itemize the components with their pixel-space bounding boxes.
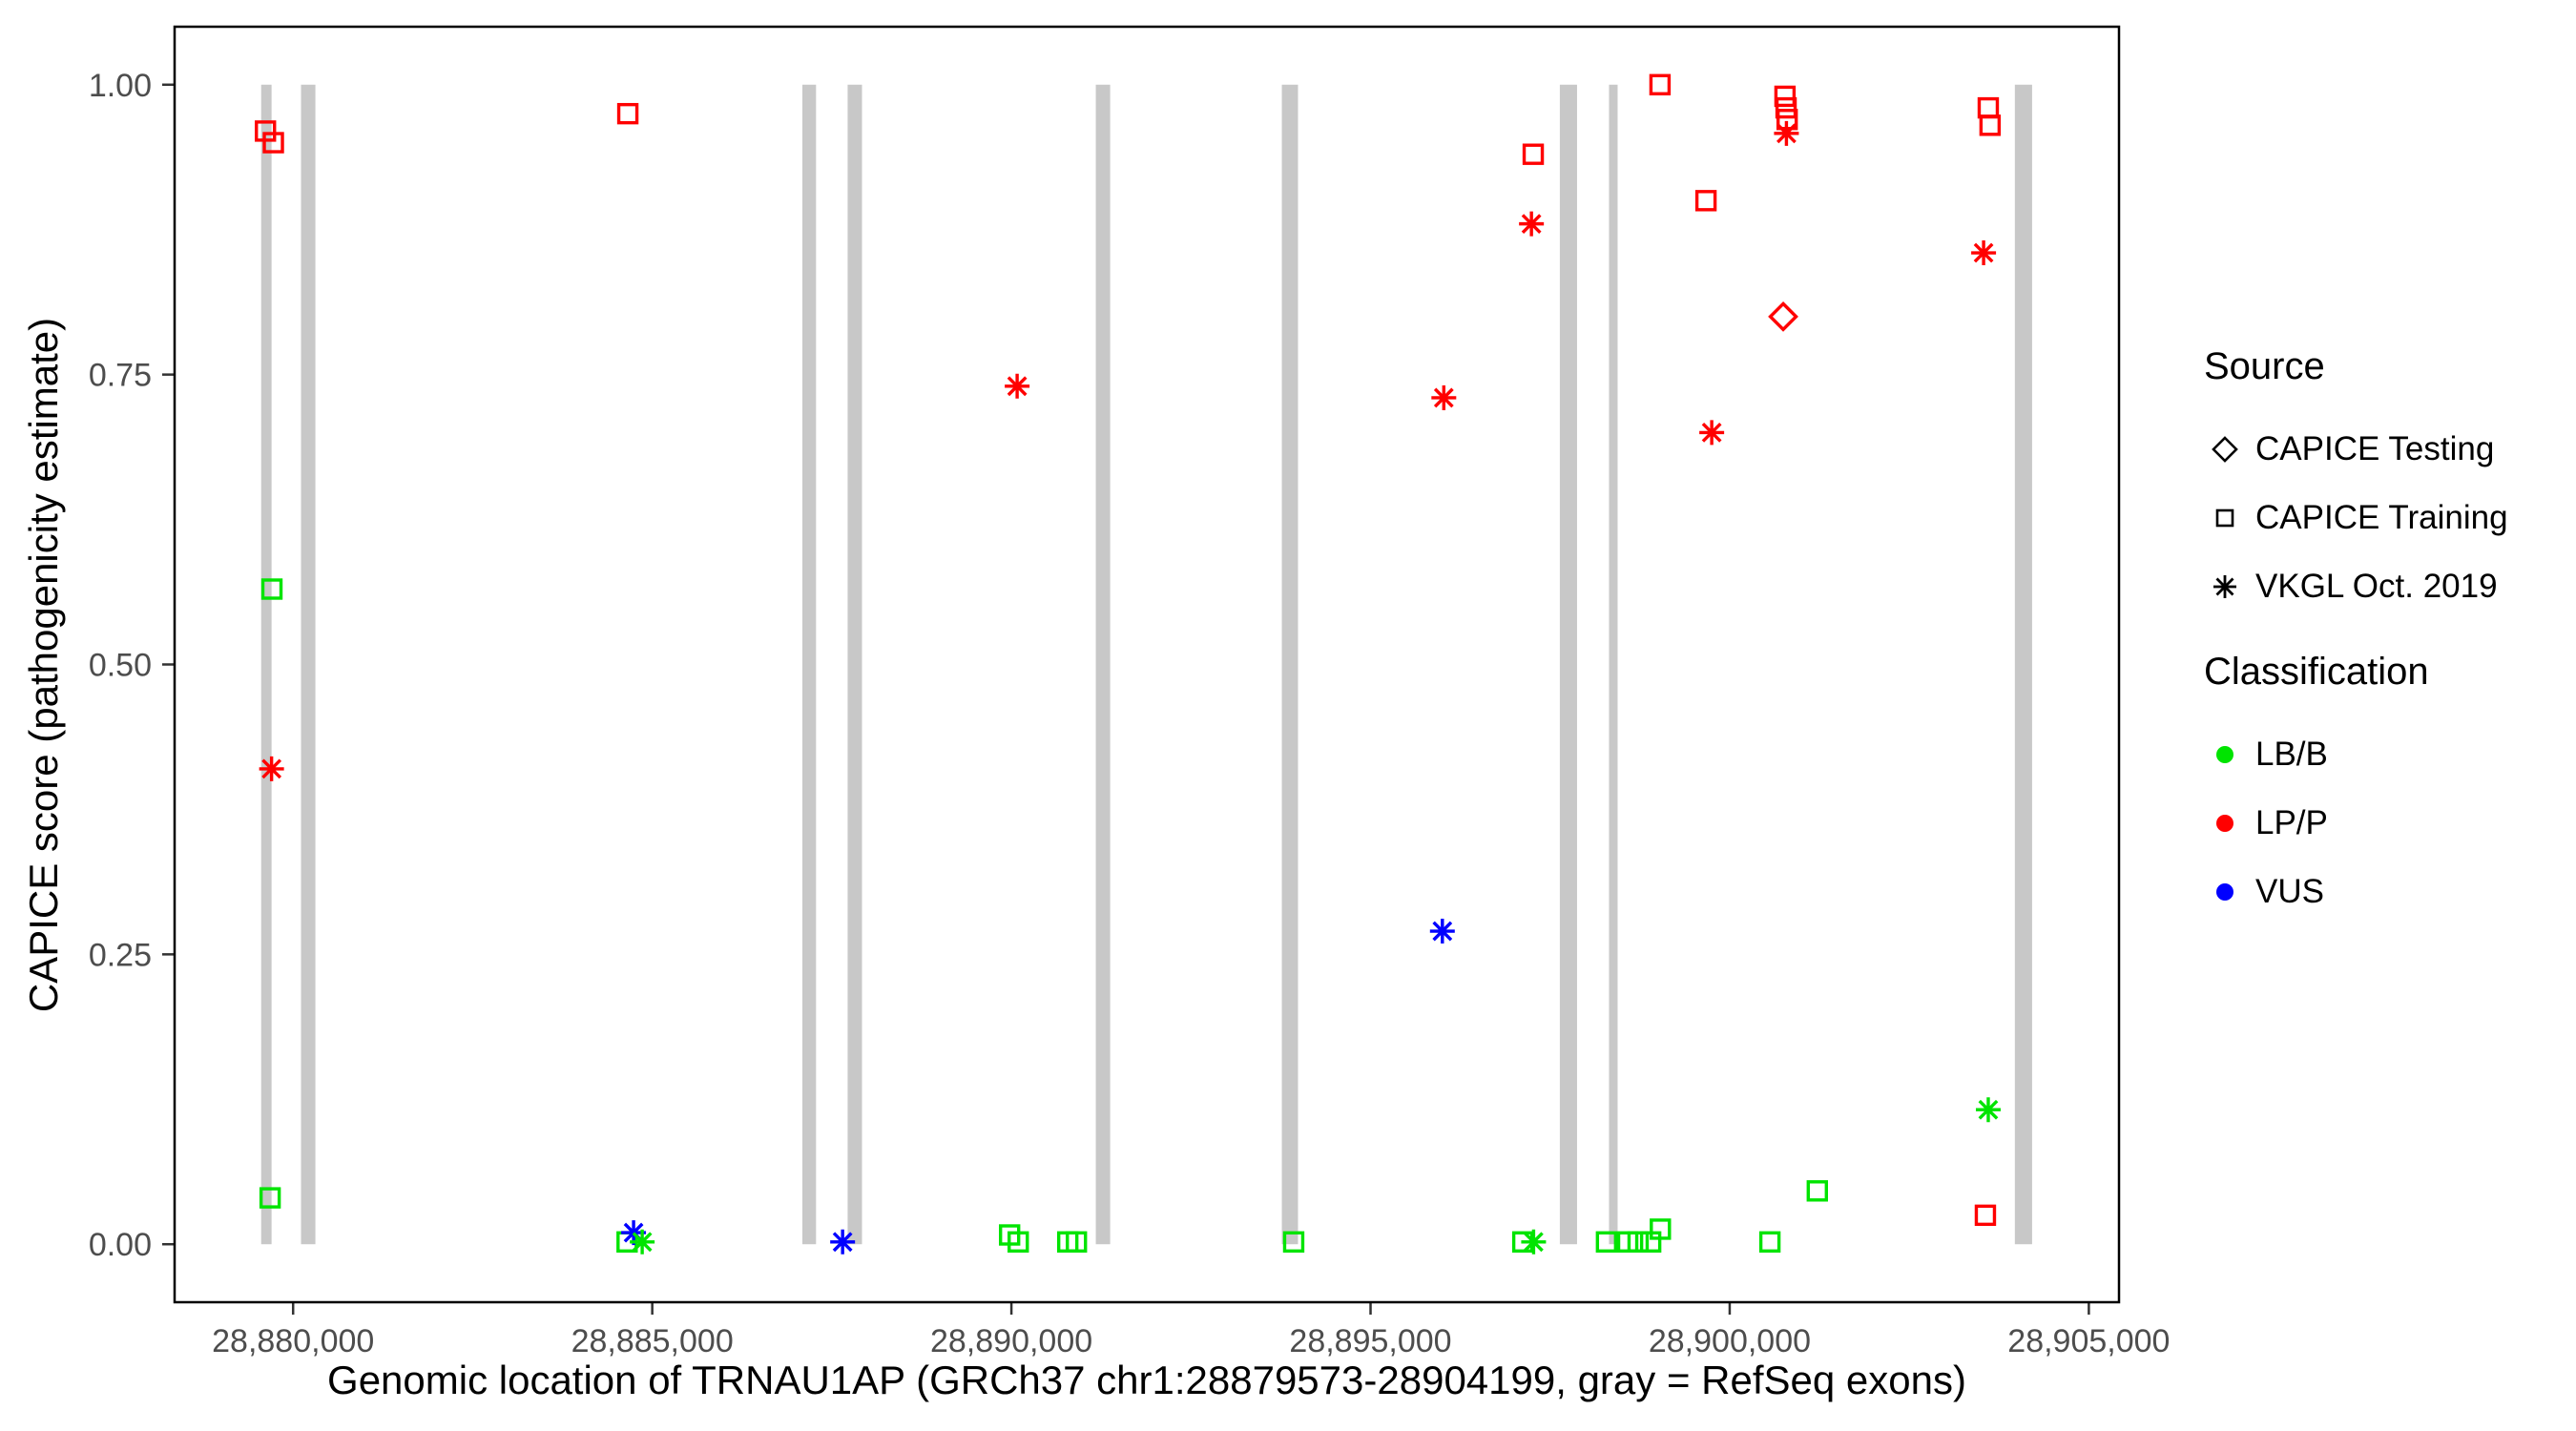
source-legend-title: Source (2204, 345, 2325, 387)
data-point-asterisk (1431, 384, 1457, 410)
legend-item-capice-training: CAPICE Training (2204, 484, 2566, 552)
y-axis-title: CAPICE score (pathogenicity estimate) (21, 317, 66, 1013)
data-point-asterisk (830, 1229, 856, 1255)
exon-bar (847, 84, 862, 1245)
x-tick-label: 28,890,000 (930, 1323, 1092, 1359)
source-legend: Source CAPICE Testing CAPICE Training (2204, 343, 2566, 621)
y-tick-label: 0.50 (89, 648, 152, 684)
legend-label: LP/P (2255, 804, 2328, 841)
data-point-square (1008, 1231, 1029, 1253)
data-point-asterisk (1699, 420, 1725, 446)
exon-bar (1609, 84, 1618, 1245)
data-point-square (1974, 1204, 1997, 1227)
exon-bar (1559, 84, 1577, 1245)
legend-label: CAPICE Training (2255, 499, 2508, 536)
data-point-asterisk (1429, 919, 1455, 944)
data-point-asterisk (1774, 120, 1799, 146)
legend-item-vus: VUS (2204, 858, 2566, 926)
data-point-square (1649, 73, 1672, 95)
x-tick-label: 28,895,000 (1289, 1323, 1451, 1359)
data-point-asterisk (1521, 1229, 1547, 1255)
exon-bar (301, 84, 316, 1245)
data-point-square (616, 102, 639, 125)
exon-bar (2014, 84, 2032, 1245)
y-tick-label: 0.00 (89, 1227, 152, 1263)
exon-bar (802, 84, 817, 1245)
data-point-square (1282, 1231, 1305, 1253)
x-tick-label: 28,900,000 (1649, 1323, 1811, 1359)
x-tick-label: 28,905,000 (2007, 1323, 2170, 1359)
legend-item-vkgl: VKGL Oct. 2019 (2204, 552, 2566, 621)
blue-dot-icon (2216, 883, 2233, 901)
data-point-square (260, 578, 283, 600)
data-point-square (1595, 1231, 1618, 1253)
legend-label: CAPICE Testing (2255, 430, 2495, 467)
classification-legend-title: Classification (2204, 651, 2429, 693)
data-point-square (1627, 1231, 1650, 1253)
data-point-square (1774, 85, 1797, 108)
x-axis-title: Genomic location of TRNAU1AP (GRCh37 chr… (327, 1358, 1966, 1402)
legend-item-capice-testing: CAPICE Testing (2204, 415, 2566, 484)
diamond-icon (2212, 436, 2238, 463)
data-point-square (1979, 114, 2002, 136)
data-point-asterisk (1971, 240, 1997, 266)
exon-bar (1281, 84, 1298, 1245)
red-dot-icon (2216, 815, 2233, 832)
y-tick-label: 0.25 (89, 937, 152, 973)
asterisk-icon (2213, 575, 2236, 598)
data-point-square (1522, 143, 1545, 165)
data-point-asterisk (1975, 1097, 2001, 1123)
data-point-square (1806, 1180, 1828, 1202)
legend-label: VKGL Oct. 2019 (2255, 568, 2498, 605)
data-point-square (1066, 1231, 1088, 1253)
data-point-square (1758, 1231, 1781, 1253)
data-point-square (259, 1187, 281, 1209)
data-point-square (1775, 96, 1797, 119)
data-point-square (262, 132, 284, 154)
legend-item-lbb: LB/B (2204, 720, 2566, 789)
data-point-diamond (1768, 301, 1798, 332)
x-tick-label: 28,880,000 (212, 1323, 374, 1359)
classification-legend: Classification LB/B LP/P (2204, 649, 2566, 926)
green-dot-icon (2216, 746, 2233, 763)
data-point-asterisk (621, 1220, 647, 1246)
data-point-asterisk (259, 756, 284, 781)
y-tick-label: 1.00 (89, 68, 152, 104)
data-point-square (1977, 96, 2000, 119)
data-point-square (1694, 190, 1717, 212)
data-point-asterisk (1519, 211, 1545, 237)
square-icon (2215, 508, 2234, 528)
legend-label: VUS (2255, 873, 2324, 910)
legend-item-lpp: LP/P (2204, 789, 2566, 858)
panel-border (173, 25, 2121, 1304)
exon-bar (260, 84, 272, 1245)
legend: Source CAPICE Testing CAPICE Training (2204, 343, 2566, 926)
data-point-asterisk (630, 1229, 655, 1255)
legend-label: LB/B (2255, 736, 2328, 773)
x-tick-label: 28,885,000 (571, 1323, 734, 1359)
data-point-square (1650, 1218, 1672, 1240)
y-tick-label: 0.75 (89, 358, 152, 394)
exon-bar (1095, 84, 1111, 1245)
data-point-asterisk (1005, 373, 1030, 399)
